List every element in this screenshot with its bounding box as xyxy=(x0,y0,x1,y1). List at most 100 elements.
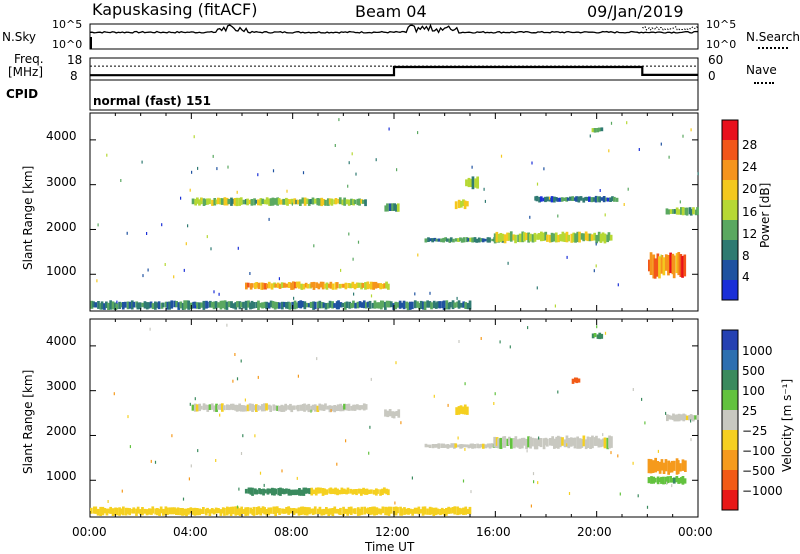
power-cell xyxy=(683,254,687,277)
velocity-cell xyxy=(394,506,398,516)
velocity-cell xyxy=(289,489,293,496)
power-cell xyxy=(677,209,681,215)
power-scatter-point xyxy=(227,165,229,169)
power-cell xyxy=(111,301,115,310)
velocity-cell xyxy=(284,403,288,411)
power-scatter-point xyxy=(347,184,349,188)
velocity-cell xyxy=(340,487,344,495)
velocity-cell xyxy=(364,404,368,410)
power-cell xyxy=(238,197,242,206)
power-cell xyxy=(232,199,235,204)
velocity-cell xyxy=(553,438,556,449)
velocity-cell xyxy=(350,405,354,411)
velocity-scatter-point xyxy=(666,481,668,485)
velocity-cell xyxy=(297,507,301,516)
power-cell xyxy=(223,197,227,206)
power-scatter-point xyxy=(210,247,212,251)
velocity-cell xyxy=(586,436,590,448)
power-cell xyxy=(358,301,362,308)
x-tick-1200: 12:00 xyxy=(375,525,410,539)
power-cell xyxy=(606,197,610,202)
power-cell xyxy=(648,259,651,272)
power-cell xyxy=(276,302,280,309)
power-cell xyxy=(433,237,437,242)
velocity-cell xyxy=(521,437,524,449)
power-scatter-point xyxy=(414,292,416,296)
velocity-cell xyxy=(253,405,256,411)
power-cell xyxy=(457,199,461,209)
power-scatter-point xyxy=(237,246,239,250)
velocity-scatter-point xyxy=(566,443,568,447)
power-cell xyxy=(252,302,256,309)
velocity-cell xyxy=(513,438,516,449)
power-cell xyxy=(306,302,309,308)
power-scatter-point xyxy=(617,283,619,287)
velocity-cell xyxy=(305,404,309,411)
power-cell xyxy=(615,197,619,202)
velocity-cell xyxy=(478,444,481,449)
power-cell xyxy=(268,198,271,206)
nsearch-tick-low: 10^0 xyxy=(706,38,737,51)
power-scatter-point xyxy=(697,172,699,176)
power-scatter-point xyxy=(201,197,203,201)
velocity-cell xyxy=(295,405,299,410)
power-cell xyxy=(588,196,591,202)
power-cell xyxy=(250,300,254,309)
velocity-cell xyxy=(405,508,409,515)
power-cell xyxy=(193,301,197,308)
velocity-cell xyxy=(285,507,288,514)
power-cell xyxy=(613,196,616,202)
power-cell xyxy=(501,233,505,241)
velocity-cell xyxy=(682,413,686,422)
power-cell xyxy=(380,300,383,310)
power-cell xyxy=(590,234,594,241)
velocity-cell xyxy=(372,489,376,495)
power-cell xyxy=(432,300,436,309)
power-cell xyxy=(321,302,324,309)
freq-tick-low: 8 xyxy=(70,69,78,83)
power-colorbar-segment xyxy=(722,240,738,261)
velocity-cell xyxy=(436,508,440,515)
power-cell xyxy=(285,283,289,288)
power-cell xyxy=(287,282,291,288)
power-cell xyxy=(558,197,562,202)
velocity-cell xyxy=(694,415,697,420)
power-cell xyxy=(103,303,106,310)
power-cell xyxy=(244,300,248,310)
velocity-scatter-point xyxy=(297,374,299,378)
velocity-cell xyxy=(551,436,555,446)
power-cell xyxy=(660,255,664,274)
power-cell xyxy=(388,203,392,211)
power-cell xyxy=(518,233,522,243)
power-cell xyxy=(544,231,548,241)
velocity-cell xyxy=(580,439,584,448)
power-colorbar-segment xyxy=(722,140,738,161)
velocity-cell xyxy=(658,461,662,474)
velocity-scatter-point xyxy=(394,501,396,505)
power-scatter-point xyxy=(352,257,354,261)
velocity-cell xyxy=(647,477,651,484)
power-cell xyxy=(257,300,260,310)
velocity-y-tick-3000: 3000 xyxy=(46,379,77,393)
power-cell xyxy=(442,300,446,310)
power-scatter-point xyxy=(610,121,613,125)
power-cell xyxy=(339,302,343,308)
power-cell xyxy=(451,300,455,310)
cpid-panel-frame xyxy=(89,79,699,111)
velocity-cell xyxy=(274,506,278,516)
velocity-cell xyxy=(302,487,306,496)
power-scatter-point xyxy=(536,286,538,290)
velocity-cell xyxy=(437,443,441,449)
velocity-cell xyxy=(363,488,367,495)
velocity-scatter-point xyxy=(632,461,634,465)
velocity-cell xyxy=(318,403,322,411)
power-scatter-point xyxy=(417,131,419,135)
velocity-cell xyxy=(260,404,264,412)
power-cell xyxy=(166,301,170,310)
velocity-cell xyxy=(291,508,294,514)
power-cell xyxy=(128,301,132,309)
power-scatter-point xyxy=(351,152,353,156)
velocity-cell xyxy=(518,438,522,449)
velocity-cell xyxy=(349,506,353,515)
velocity-cell xyxy=(320,404,324,411)
